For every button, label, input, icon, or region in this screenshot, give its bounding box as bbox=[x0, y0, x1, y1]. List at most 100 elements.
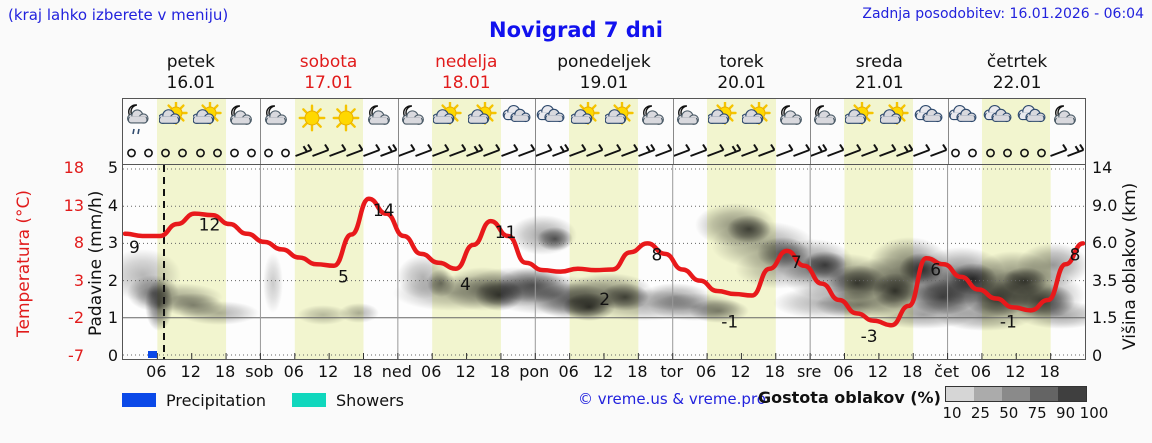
cloud-scale-label-90: 90 bbox=[1056, 404, 1076, 422]
x-tick-18-14: 18 bbox=[627, 362, 648, 381]
day-header-strip: petek 16.01 sobota 17.01 nedelja 18.01 ponedel… bbox=[122, 52, 1086, 96]
x-tick-12-9: 12 bbox=[455, 362, 476, 381]
day-date: 20.01 bbox=[717, 73, 766, 93]
temp-annotation-4: 4 bbox=[460, 275, 471, 295]
cloudheight-tick-0: 0 bbox=[1092, 346, 1103, 365]
weather-icon-panel bbox=[122, 98, 1086, 164]
weather-icon-17 bbox=[673, 99, 707, 142]
icon-panel-day-separator bbox=[947, 99, 949, 164]
cloud-scale-segment-3 bbox=[1002, 387, 1030, 401]
x-tick-06-8: 06 bbox=[421, 362, 442, 381]
location-hint[interactable]: (kraj lahko izberete v meniju) bbox=[8, 6, 229, 24]
wind-barb-28 bbox=[1050, 142, 1085, 164]
day-name: sobota bbox=[299, 52, 358, 72]
day-date: 17.01 bbox=[304, 73, 353, 93]
page-title: Novigrad 7 dni bbox=[489, 18, 663, 42]
temp-annotation-12: -1 bbox=[1000, 312, 1017, 332]
temperature-curve bbox=[123, 196, 1085, 328]
day-header-6: sreda 21.01 bbox=[811, 52, 949, 96]
x-axis-tick-labels: 06 12 18 sob 06 12 18 ned 06 12 18 pon 06 12 18 tor 06 12… bbox=[122, 362, 1086, 384]
wind-barb-14 bbox=[569, 142, 604, 164]
weather-icon-27 bbox=[1015, 99, 1051, 142]
wind-barb-1 bbox=[123, 142, 157, 164]
x-tick-18-26: 18 bbox=[1039, 362, 1060, 381]
weather-icon-18 bbox=[706, 99, 742, 142]
day-name: nedelja bbox=[435, 52, 498, 72]
temp-annotation-5: 11 bbox=[495, 223, 517, 243]
weather-icon-15 bbox=[603, 99, 639, 142]
x-tick-čet-23: čet bbox=[934, 362, 960, 381]
temperature-tick-13: 13 bbox=[63, 195, 84, 215]
meteogram-svg: 9 12 5 14 4 11 2 8 -1 7 -3 6 -1 8 bbox=[123, 165, 1085, 359]
wind-barb-26 bbox=[981, 142, 1016, 164]
temperature-tick-8: 8 bbox=[73, 233, 84, 253]
temp-annotation-7: 8 bbox=[652, 245, 663, 265]
day-header-5: torek 20.01 bbox=[673, 52, 811, 96]
icon-panel-day-separator bbox=[535, 99, 537, 164]
icon-panel-day-separator bbox=[260, 99, 262, 164]
wind-barb-21 bbox=[810, 142, 844, 164]
wind-barb-13 bbox=[535, 142, 570, 164]
wind-barb-5 bbox=[260, 142, 294, 164]
day-name: četrtek bbox=[986, 52, 1048, 72]
x-tick-ned-7: ned bbox=[381, 362, 412, 381]
cloud-scale-segment-1 bbox=[946, 387, 974, 401]
x-tick-sre-19: sre bbox=[796, 362, 822, 381]
day-name: sreda bbox=[855, 52, 903, 72]
cloud-density-legend-title: Gostota oblakov (%) bbox=[758, 388, 941, 407]
temp-annotation-0: 9 bbox=[129, 238, 140, 258]
weather-icon-11 bbox=[466, 99, 501, 142]
temp-annotation-8: -1 bbox=[721, 312, 738, 332]
x-tick-06-4: 06 bbox=[283, 362, 304, 381]
temp-annotation-2: 5 bbox=[338, 268, 349, 288]
x-tick-12-5: 12 bbox=[317, 362, 339, 381]
cloud-scale-segment-5 bbox=[1058, 387, 1086, 401]
precipitation-tick-5: 5 bbox=[107, 158, 118, 177]
weather-icon-2 bbox=[157, 99, 192, 142]
x-tick-pon-11: pon bbox=[519, 362, 550, 381]
day-header-7: četrtek 22.01 bbox=[948, 52, 1086, 96]
weather-icon-26 bbox=[981, 99, 1016, 142]
cloudheight-tick-3.5: 3.5 bbox=[1092, 270, 1118, 290]
weather-icon-22 bbox=[844, 99, 879, 142]
x-tick-06-0: 06 bbox=[146, 362, 167, 381]
cloud-scale-label-10: 10 bbox=[942, 404, 962, 422]
wind-barb-18 bbox=[706, 142, 742, 164]
x-tick-18-6: 18 bbox=[352, 362, 373, 381]
cloud-scale-label-25: 25 bbox=[970, 404, 990, 422]
wind-barb-10 bbox=[432, 142, 467, 164]
wind-barb-12 bbox=[500, 142, 535, 164]
wind-barb-17 bbox=[672, 142, 707, 164]
cloud-density-scale-labels: 10 25 50 75 90 100 bbox=[938, 404, 1108, 422]
x-tick-12-21: 12 bbox=[867, 362, 889, 381]
temp-annotation-9: 7 bbox=[791, 253, 802, 273]
temperature-axis-title: Temperatura (°C) bbox=[14, 189, 34, 337]
last-update-label: Zadnja posodobitev: 16.01.2026 - 06:04 bbox=[862, 6, 1144, 22]
wind-barb-7 bbox=[329, 142, 364, 164]
weather-icon-14 bbox=[569, 99, 604, 142]
header-bar: (kraj lahko izberete v meniju) Novigrad … bbox=[0, 0, 1152, 42]
day-name: ponedeljek bbox=[557, 52, 651, 72]
day-date: 16.01 bbox=[166, 73, 216, 93]
wind-barb-9 bbox=[397, 142, 432, 164]
weather-icon-5 bbox=[260, 99, 294, 142]
day-date: 18.01 bbox=[441, 73, 491, 93]
day-date: 19.01 bbox=[579, 73, 629, 93]
wind-barb-3 bbox=[191, 142, 227, 164]
x-tick-12-1: 12 bbox=[180, 362, 201, 381]
copyright-link[interactable]: © vreme.us & vreme.pro bbox=[578, 390, 766, 408]
icon-panel-day-separator bbox=[672, 99, 674, 164]
temp-annotation-3: 14 bbox=[373, 201, 395, 221]
x-tick-06-12: 06 bbox=[558, 362, 579, 381]
precipitation-tick-1: 1 bbox=[107, 308, 118, 328]
weather-icon-1 bbox=[123, 99, 157, 142]
weather-icon-8 bbox=[363, 99, 397, 142]
temperature-tick-18: 18 bbox=[63, 158, 84, 177]
precipitation-tick-0: 0 bbox=[107, 346, 118, 365]
precipitation-tick-2: 2 bbox=[107, 270, 118, 290]
wind-barb-15 bbox=[603, 142, 639, 164]
cloudheight-tick-14: 14 bbox=[1092, 158, 1113, 177]
x-tick-06-16: 06 bbox=[695, 362, 717, 381]
wind-barb-8 bbox=[363, 142, 398, 164]
temp-annotation-10: -3 bbox=[861, 327, 878, 347]
